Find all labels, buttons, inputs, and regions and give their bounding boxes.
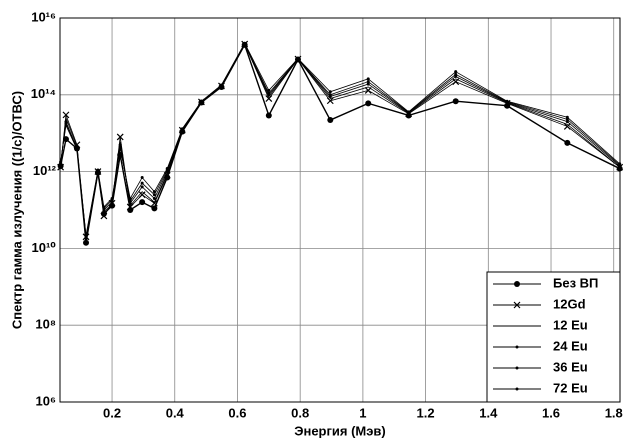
marker [515,345,519,349]
marker [59,160,63,164]
marker [563,123,571,130]
marker [452,98,459,105]
marker [616,165,623,172]
y-tick-label: 10¹² [33,163,57,178]
marker [407,110,411,114]
marker [128,201,132,205]
series-line [60,42,620,236]
legend-label: Без ВП [553,275,598,290]
marker [267,88,271,92]
marker [328,93,332,97]
marker [199,99,203,103]
marker [140,176,144,180]
marker [564,139,571,146]
marker [405,112,412,119]
marker [100,212,108,220]
marker [328,90,332,94]
marker [365,100,372,107]
x-tick-label: 1.6 [542,405,560,420]
marker [151,205,158,212]
marker [327,117,334,124]
marker [454,70,458,74]
legend-label: 12Gd [553,296,586,311]
marker [139,199,146,206]
marker [454,72,458,76]
marker [152,193,156,197]
marker [152,196,156,200]
marker [265,95,273,102]
series-line [60,43,620,239]
marker [152,190,156,194]
y-axis-label: Спектр гамма излучения ((1/с)/ОТВС) [9,91,24,329]
marker [618,162,622,166]
marker [128,196,132,200]
legend-label: 24 Eu [553,338,588,353]
marker [366,82,370,86]
marker [454,74,458,78]
marker [116,133,124,141]
legend-label: 72 Eu [553,380,588,395]
marker [565,115,569,119]
marker [62,111,70,119]
marker [515,387,519,391]
marker [126,203,134,211]
marker [243,41,247,45]
marker [265,112,272,119]
marker [128,199,132,203]
series-line [59,43,620,243]
marker [505,99,509,103]
marker [64,123,68,127]
marker [296,57,300,61]
x-tick-label: 0.8 [291,405,309,420]
marker [165,167,169,171]
x-axis-label: Энергия (Мэв) [294,423,386,438]
y-tick-label: 10⁸ [35,317,56,332]
marker [565,120,569,124]
legend-label: 12 Eu [553,317,588,332]
marker [127,207,134,213]
marker [138,191,146,199]
marker [102,205,106,209]
marker [96,168,100,172]
marker [84,233,88,237]
y-tick-label: 10¹⁶ [31,9,56,24]
x-tick-label: 1.8 [605,405,623,420]
marker [514,281,520,287]
series-line [60,43,620,237]
marker [150,199,158,207]
marker [366,77,370,81]
marker [515,366,519,370]
y-tick-label: 10⁶ [36,393,56,408]
marker [57,163,65,171]
y-tick-label: 10¹⁴ [31,86,56,101]
x-tick-label: 1.4 [479,405,498,420]
marker [75,147,79,151]
y-tick-label: 10¹⁰ [32,240,57,255]
legend-box [486,271,621,403]
legend: Без ВП 12Gd 12 Eu 24 Eu 36 Eu 72 Eu [486,271,621,403]
marker [366,80,370,84]
marker [513,301,521,309]
series-line [60,43,620,237]
marker [180,127,184,131]
marker [83,239,90,246]
legend-label: 36 Eu [553,359,588,374]
x-tick-label: 0.4 [166,405,185,420]
x-tick-label: 1.2 [417,405,435,420]
marker [140,181,144,185]
plot-frame [59,17,621,403]
series-line [60,43,620,242]
marker [118,146,122,150]
x-tick-label: 1 [359,405,366,420]
marker [219,83,223,87]
marker [110,196,114,200]
x-tick-label: 0.6 [228,405,246,420]
marker [140,185,144,189]
marker [267,91,271,95]
x-tick-label: 0.2 [103,405,121,420]
marker [326,97,334,105]
